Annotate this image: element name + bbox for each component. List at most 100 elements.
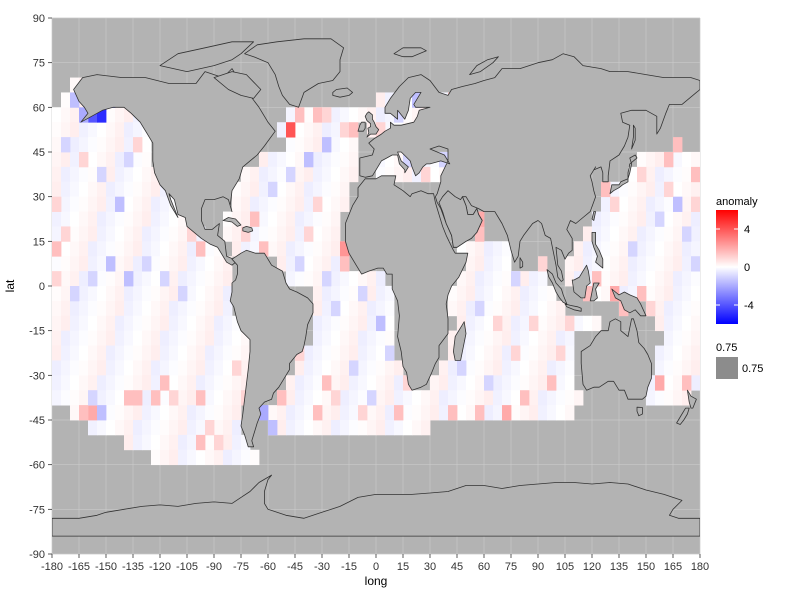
- ocean-cell: [178, 345, 188, 361]
- landmass-outline: [359, 53, 700, 282]
- ocean-cell: [79, 330, 89, 346]
- ocean-cell: [151, 241, 161, 257]
- ocean-cell: [52, 360, 62, 376]
- anomaly-cell: [259, 241, 269, 257]
- ocean-cell: [448, 330, 458, 346]
- ocean-cell: [466, 271, 476, 287]
- x-tick-label: 60: [478, 561, 490, 573]
- ocean-cell: [466, 405, 476, 421]
- ocean-cell: [502, 375, 512, 391]
- anomaly-cell: [331, 300, 341, 317]
- landmass-outline: [452, 321, 467, 361]
- ocean-cell: [232, 405, 242, 421]
- ocean-cell: [511, 315, 521, 332]
- anomaly-cell: [214, 434, 224, 451]
- anomaly-cell: [70, 286, 80, 302]
- ocean-cell: [313, 226, 323, 242]
- ocean-cell: [133, 434, 143, 451]
- ocean-cell: [106, 286, 116, 302]
- ocean-cell: [133, 315, 143, 332]
- color-scale-label: -4: [744, 300, 754, 312]
- ocean-cell: [655, 390, 665, 406]
- ocean-cell: [133, 241, 143, 257]
- ocean-cell: [691, 360, 700, 376]
- ocean-cell: [142, 330, 152, 346]
- ocean-cell: [205, 241, 215, 257]
- ocean-cell: [61, 241, 71, 257]
- ocean-cell: [79, 390, 89, 406]
- ocean-cell: [304, 420, 314, 436]
- landmass-outline: [546, 269, 568, 305]
- ocean-cell: [160, 449, 170, 466]
- ocean-cell: [358, 375, 368, 391]
- ocean-cell: [673, 315, 683, 332]
- anomaly-cell: [349, 360, 359, 376]
- ocean-cell: [655, 166, 665, 183]
- anomaly-cell: [196, 390, 206, 406]
- ocean-cell: [673, 390, 683, 406]
- ocean-cell: [493, 390, 503, 406]
- ocean-cell: [286, 196, 296, 212]
- anomaly-cell: [421, 166, 431, 183]
- anomaly-cell: [682, 375, 692, 391]
- ocean-cell: [214, 256, 224, 272]
- anomaly-cell: [133, 137, 143, 153]
- anomaly-cell: [493, 315, 503, 332]
- ocean-cell: [547, 345, 557, 361]
- anomaly-cell: [61, 137, 71, 153]
- ocean-cell: [169, 271, 179, 287]
- ocean-cell: [529, 405, 539, 421]
- ocean-cell: [160, 241, 170, 257]
- ocean-cell: [655, 360, 665, 376]
- ocean-cell: [385, 420, 395, 436]
- ocean-cell: [169, 345, 179, 361]
- ocean-cell: [367, 360, 377, 376]
- ocean-cell: [169, 434, 179, 451]
- ocean-cell: [565, 390, 575, 406]
- ocean-cell: [664, 241, 674, 257]
- ocean-cell: [349, 271, 359, 287]
- ocean-cell: [538, 286, 548, 302]
- ocean-cell: [556, 390, 566, 406]
- ocean-cell: [115, 375, 125, 391]
- ocean-cell: [466, 390, 476, 406]
- ocean-cell: [70, 137, 80, 153]
- ocean-cell: [466, 241, 476, 257]
- anomaly-cell: [637, 166, 647, 183]
- ocean-cell: [304, 271, 314, 287]
- ocean-cell: [232, 181, 242, 198]
- ocean-cell: [376, 405, 386, 421]
- ocean-cell: [124, 137, 134, 153]
- ocean-cell: [664, 345, 674, 361]
- ocean-cell: [223, 390, 233, 406]
- ocean-cell: [97, 122, 107, 138]
- ocean-cell: [475, 256, 485, 272]
- ocean-cell: [655, 226, 665, 242]
- ocean-cell: [106, 315, 116, 332]
- ocean-cell: [511, 360, 521, 376]
- ocean-cell: [376, 420, 386, 436]
- ocean-cell: [322, 181, 332, 198]
- ocean-cell: [151, 330, 161, 346]
- ocean-cell: [367, 315, 377, 332]
- landmass-outline: [519, 257, 524, 269]
- anomaly-cell: [673, 137, 683, 153]
- y-tick-label: -30: [29, 370, 45, 382]
- ocean-cell: [385, 375, 395, 391]
- ocean-cell: [376, 300, 386, 317]
- anomaly-cell: [583, 286, 593, 302]
- anomaly-cell: [79, 152, 89, 168]
- ocean-cell: [682, 196, 692, 212]
- ocean-cell: [142, 286, 152, 302]
- ocean-cell: [358, 345, 368, 361]
- ocean-cell: [340, 137, 350, 153]
- ocean-cell: [457, 375, 467, 391]
- x-tick-label: 135: [610, 561, 628, 573]
- anomaly-cell: [691, 166, 700, 183]
- landmass-outline: [159, 41, 255, 72]
- ocean-cell: [295, 271, 305, 287]
- ocean-cell: [322, 345, 332, 361]
- ocean-cell: [394, 390, 404, 406]
- ocean-cell: [331, 137, 341, 153]
